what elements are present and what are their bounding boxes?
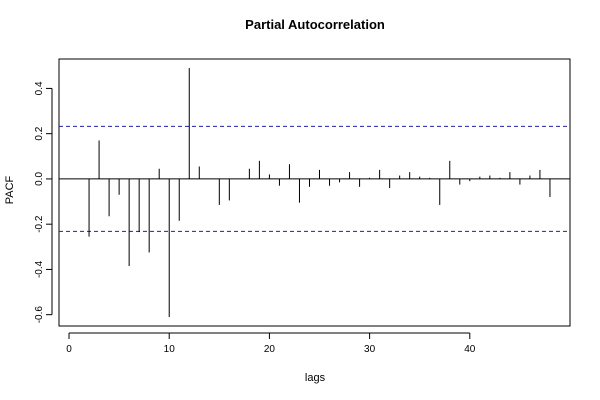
y-tick-label: 0.4 (34, 81, 45, 95)
x-tick-label: 20 (264, 344, 276, 355)
y-tick-label: 0.2 (34, 126, 45, 140)
x-axis-label: lags (305, 372, 326, 384)
y-tick-label: -0.2 (34, 215, 45, 233)
x-axis: 0 10 20 30 40 (66, 332, 476, 355)
pacf-bars (88, 68, 551, 317)
confidence-bands (59, 125, 570, 232)
y-axis-label: PACF (4, 175, 16, 204)
chart-title: Partial Autocorrelation (245, 17, 385, 32)
x-tick-label: 0 (66, 344, 72, 355)
plot-frame (58, 58, 571, 327)
x-tick-label: 40 (464, 344, 476, 355)
y-tick-label: 0.0 (34, 172, 45, 186)
x-tick-label: 30 (364, 344, 376, 355)
y-tick-label: -0.6 (34, 306, 45, 324)
x-tick-label: 10 (164, 344, 176, 355)
y-axis: -0.6 -0.4 -0.2 0.0 0.2 0.4 (34, 81, 53, 324)
y-tick-label: -0.4 (34, 260, 45, 278)
